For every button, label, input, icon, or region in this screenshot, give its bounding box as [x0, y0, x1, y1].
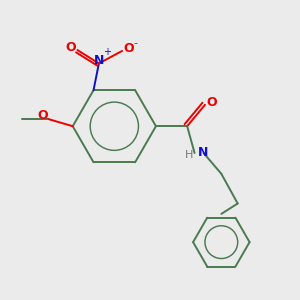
- Text: O: O: [123, 42, 134, 55]
- Text: N: N: [94, 54, 104, 67]
- Text: -: -: [134, 38, 137, 48]
- Text: O: O: [66, 41, 76, 54]
- Text: O: O: [38, 109, 48, 122]
- Text: H: H: [185, 150, 194, 161]
- Text: +: +: [103, 47, 111, 57]
- Text: N: N: [198, 146, 209, 160]
- Text: O: O: [206, 96, 217, 109]
